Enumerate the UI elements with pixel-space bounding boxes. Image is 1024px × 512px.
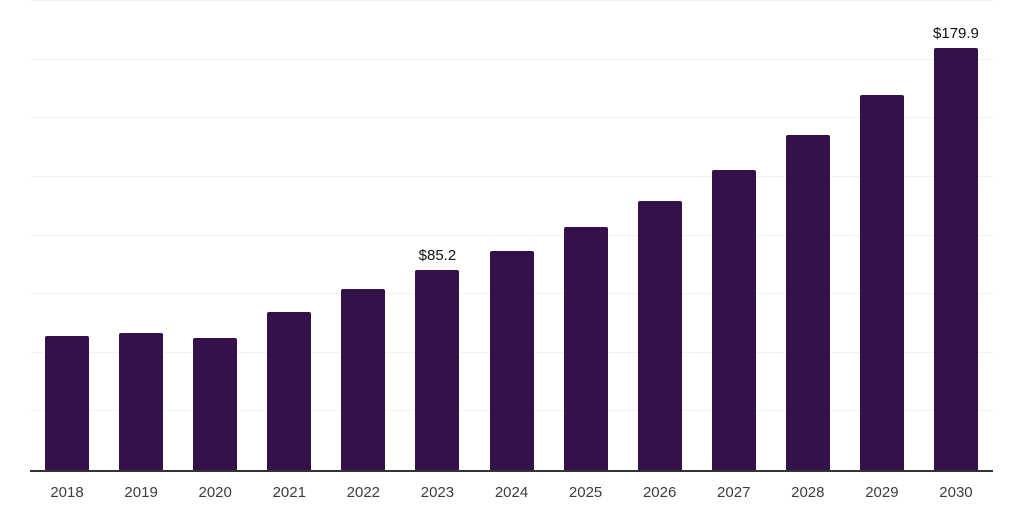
x-tick-label-2019: 2019 <box>124 484 158 501</box>
gridline-100 <box>30 234 993 236</box>
x-tick-label-2024: 2024 <box>494 484 529 501</box>
gridline-175 <box>30 58 993 60</box>
bar-column-2024 <box>474 1 548 470</box>
bar-column-2019 <box>104 1 178 470</box>
bars-layer: $85.2 $179.9 <box>30 1 993 470</box>
bar-column-2022 <box>326 1 400 470</box>
bar-column-2018 <box>30 1 104 470</box>
bar-column-2027 <box>697 1 771 470</box>
x-tick-label-2018: 2018 <box>50 484 84 501</box>
x-tick-label-2028: 2028 <box>791 484 825 501</box>
bar-column-2023: $85.2 <box>400 1 474 470</box>
bar-column-2029 <box>845 1 919 470</box>
bar-value-label-2023: $85.2 <box>418 247 457 265</box>
bar-column-2028 <box>771 1 845 470</box>
bar-2019 <box>119 333 164 470</box>
x-tick-label-2022: 2022 <box>346 484 381 501</box>
plot-area: $85.2 $179.9 <box>30 0 993 472</box>
bar-column-2020 <box>178 1 252 470</box>
x-tick-label-2021: 2021 <box>272 484 306 501</box>
bar-column-2030: $179.9 <box>919 1 993 470</box>
x-tick-label-2025: 2025 <box>568 484 603 501</box>
bar-2021 <box>267 311 312 470</box>
x-tick-label-2027: 2027 <box>717 484 751 501</box>
bar-2018 <box>45 336 90 470</box>
bar-2025 <box>563 226 608 470</box>
bar-2030 <box>933 48 978 470</box>
x-axis-tick-labels: 2018 2019 2020 2021 2022 2023 2024 2025 2026 2027… <box>30 481 993 505</box>
gridline-125 <box>30 175 993 177</box>
bar-2027 <box>711 169 756 470</box>
x-tick-label-2029: 2029 <box>865 484 899 501</box>
x-tick-label-2030: 2030 <box>939 484 973 501</box>
bar-column-2026 <box>623 1 697 470</box>
bar-column-2021 <box>252 1 326 470</box>
bar-2026 <box>637 200 682 470</box>
bar-2029 <box>859 95 904 470</box>
bar-2028 <box>785 135 830 470</box>
bar-2020 <box>193 337 238 470</box>
bar-2022 <box>341 288 386 470</box>
x-tick-label-2026: 2026 <box>642 484 677 501</box>
bar-2023 <box>415 270 460 470</box>
bar-column-2025 <box>549 1 623 470</box>
x-tick-label-2023: 2023 <box>420 484 455 501</box>
gridline-200 <box>30 0 993 1</box>
bar-2024 <box>489 251 534 470</box>
gridline-150 <box>30 117 993 119</box>
bar-value-label-2030: $179.9 <box>933 25 979 43</box>
x-tick-label-2020: 2020 <box>198 484 232 501</box>
